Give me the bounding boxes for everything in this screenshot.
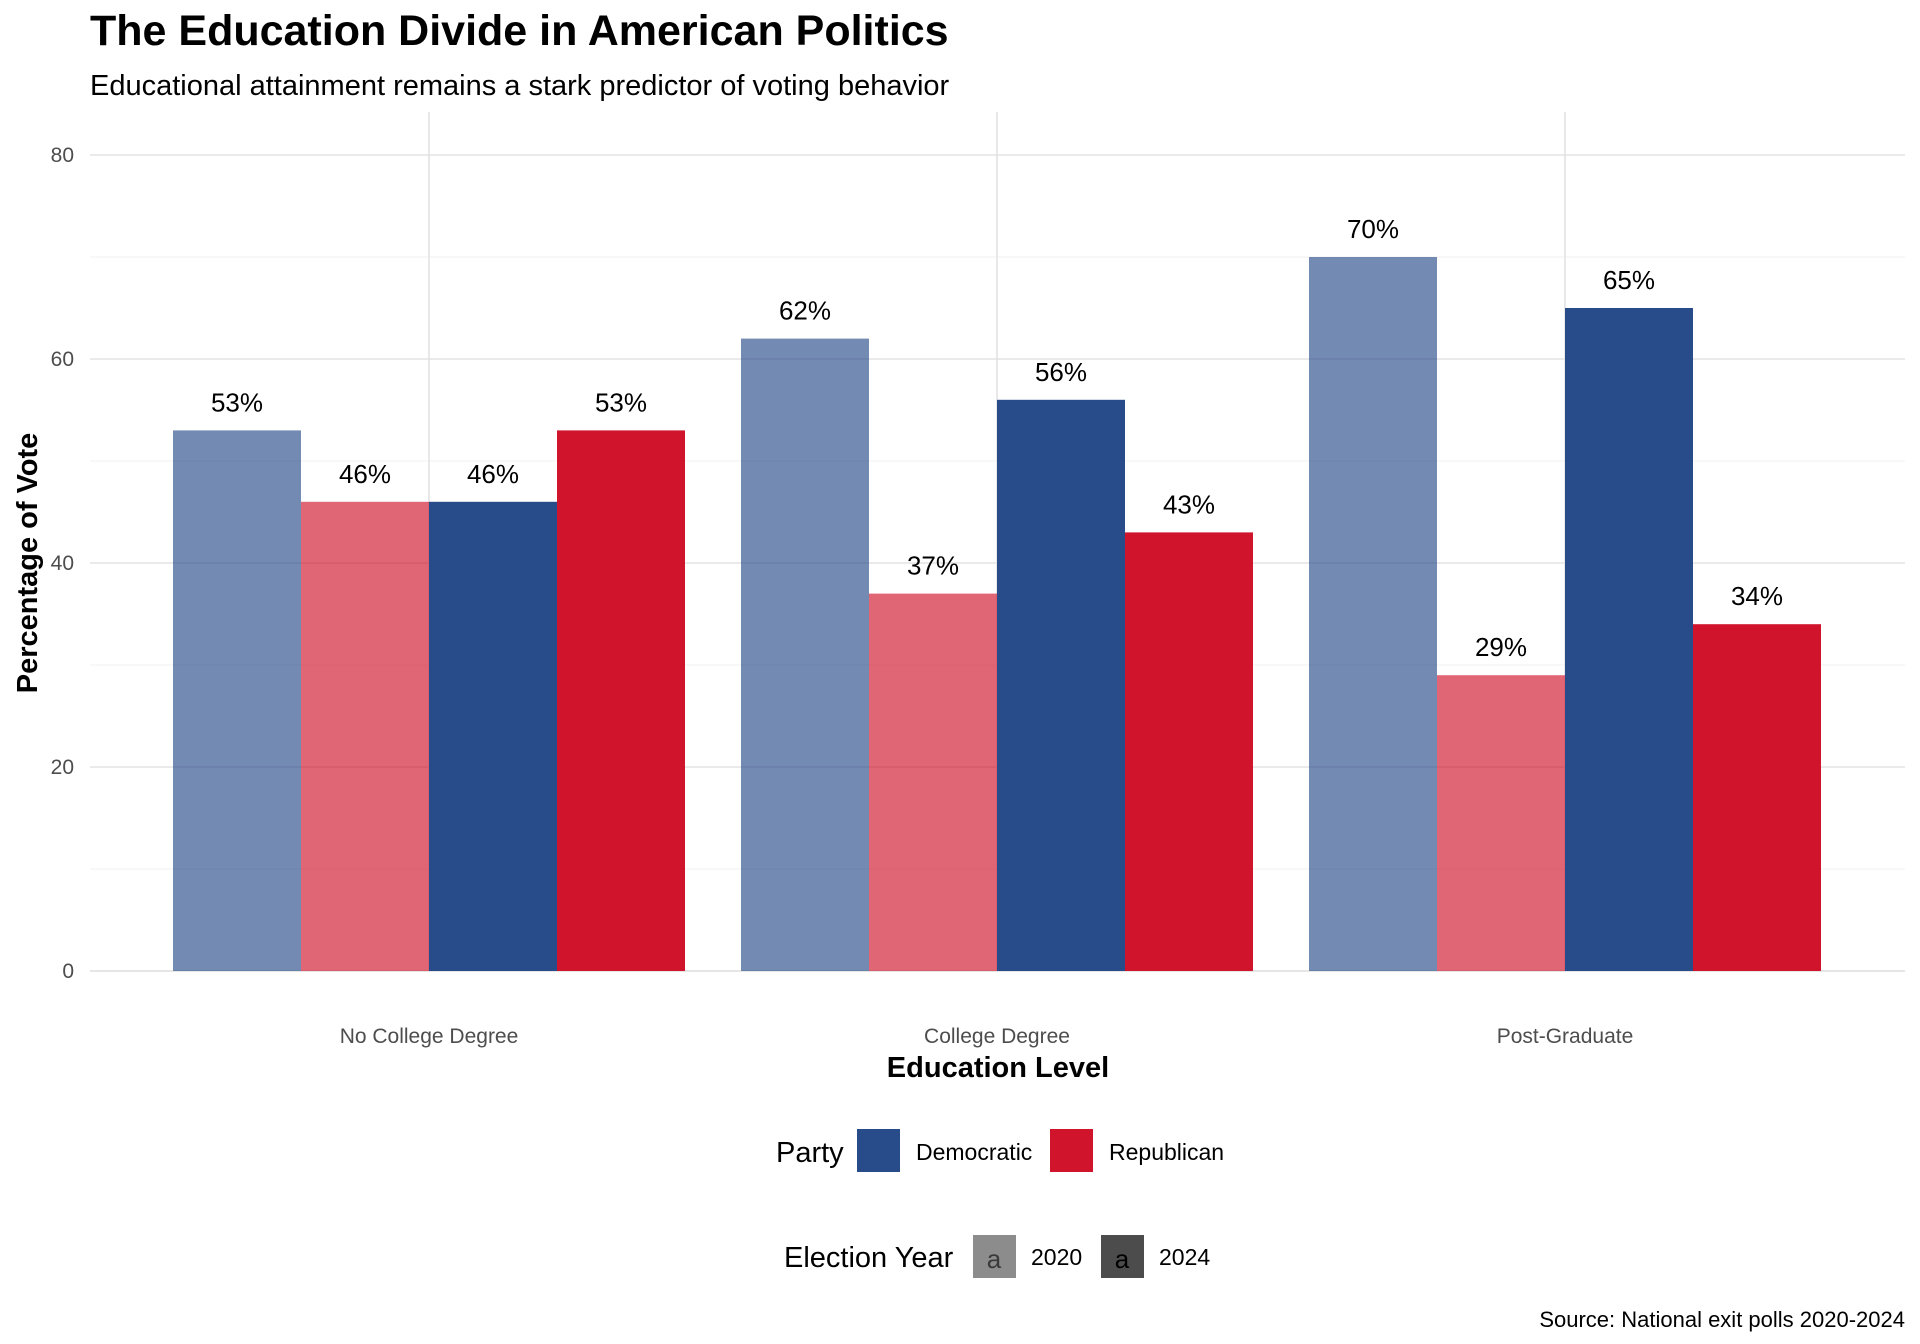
legend-key-2024-glyph: a <box>1115 1244 1130 1274</box>
bar-value-label: 46% <box>339 459 391 489</box>
legend-label-democratic: Democratic <box>916 1139 1032 1165</box>
source-caption: Source: National exit polls 2020-2024 <box>1539 1307 1905 1332</box>
x-tick-label: Post-Graduate <box>1497 1025 1634 1048</box>
bar-democratic-2024 <box>429 501 557 971</box>
y-axis-title: Percentage of Vote <box>12 433 44 694</box>
x-tick-label: College Degree <box>924 1025 1070 1048</box>
y-tick-label: 0 <box>62 960 74 983</box>
bar-democratic-2020 <box>1309 257 1437 971</box>
bar-value-label: 46% <box>467 459 519 489</box>
bar-democratic-2024 <box>997 399 1125 971</box>
legend-party: Party Democratic Republican <box>776 1129 1224 1172</box>
legend-key-democratic <box>857 1129 900 1172</box>
x-axis-title: Education Level <box>887 1052 1109 1084</box>
bar-republican-2020 <box>301 501 429 971</box>
legend-label-2020: 2020 <box>1031 1244 1082 1270</box>
bar-republican-2024 <box>1125 532 1253 971</box>
bar-republican-2024 <box>557 430 685 971</box>
bar-value-label: 65% <box>1603 265 1655 295</box>
bar-democratic-2020 <box>173 430 301 971</box>
bar-value-label: 43% <box>1163 489 1215 519</box>
y-tick-label: 40 <box>51 552 74 575</box>
bar-value-label: 56% <box>1035 357 1087 387</box>
legend-year-title: Election Year <box>784 1242 954 1274</box>
legend-label-republican: Republican <box>1109 1139 1224 1165</box>
bar-republican-2020 <box>1437 675 1565 971</box>
bars <box>173 257 1821 972</box>
y-tick-label: 20 <box>51 756 74 779</box>
legend-key-2020 <box>973 1235 1016 1278</box>
y-tick-label: 60 <box>51 348 74 371</box>
legend-key-2024 <box>1101 1235 1144 1278</box>
bar-value-label: 37% <box>907 551 959 581</box>
bar-value-label: 29% <box>1475 632 1527 662</box>
bar-democratic-2020 <box>741 338 869 972</box>
x-tick-label: No College Degree <box>340 1025 519 1048</box>
bar-value-label: 53% <box>211 387 263 417</box>
bar-value-label: 62% <box>779 296 831 326</box>
legend-label-2024: 2024 <box>1159 1244 1210 1270</box>
chart-subtitle: Educational attainment remains a stark p… <box>90 70 950 102</box>
bar-republican-2024 <box>1693 624 1821 971</box>
legend-key-2020-glyph: a <box>987 1244 1002 1274</box>
bar-republican-2020 <box>869 593 997 971</box>
legend-year: Election Year a 2020 a 2024 <box>784 1235 1210 1278</box>
bar-democratic-2024 <box>1565 308 1693 971</box>
bar-value-label: 34% <box>1731 581 1783 611</box>
ticks: 0 20 40 60 80 No College Degree College Degree… <box>51 144 1634 1048</box>
bar-value-labels: 53% 46% 46% 53% 62% 37% 56% 43% 70% 29% 65% 34% <box>211 214 1783 662</box>
legend-key-republican <box>1050 1129 1093 1172</box>
y-tick-label: 80 <box>51 144 74 167</box>
bar-value-label: 70% <box>1347 214 1399 244</box>
bar-value-label: 53% <box>595 387 647 417</box>
chart-title: The Education Divide in American Politic… <box>90 7 949 55</box>
legend-party-title: Party <box>776 1137 844 1169</box>
